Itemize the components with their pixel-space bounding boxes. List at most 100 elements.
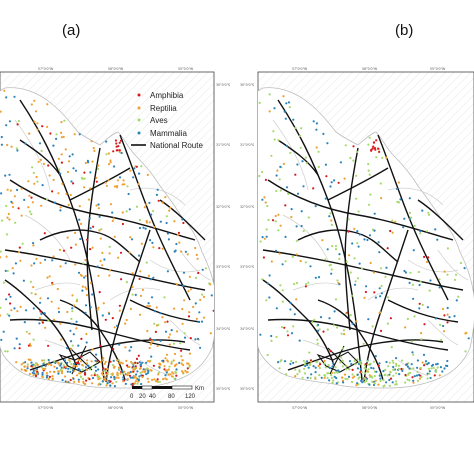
record-point-a	[84, 366, 87, 369]
record-point-a	[88, 368, 91, 371]
record-point-a	[70, 363, 73, 366]
record-point-a	[30, 196, 33, 199]
record-point-a	[5, 96, 8, 99]
record-point-a	[5, 204, 8, 208]
record-point-b	[293, 282, 296, 286]
record-point-a	[110, 376, 113, 379]
minor-road-a-3	[149, 259, 201, 273]
record-point-b	[282, 162, 285, 165]
record-point-a	[27, 180, 30, 183]
record-point-a	[60, 153, 63, 156]
record-point-a	[182, 363, 185, 367]
record-point-a	[108, 252, 111, 255]
record-point-b	[401, 369, 404, 372]
record-point-b	[365, 379, 368, 382]
record-point-b	[396, 187, 399, 190]
record-point-b	[371, 380, 374, 383]
record-point-b	[309, 265, 312, 268]
record-point-a	[158, 366, 161, 369]
record-point-a	[91, 246, 94, 249]
record-point-a	[38, 322, 41, 325]
record-point-a	[124, 346, 127, 349]
record-point-a	[36, 122, 39, 125]
record-point-a	[98, 229, 101, 232]
record-point-b	[276, 169, 279, 172]
record-point-a	[132, 176, 135, 179]
record-point-a	[34, 374, 38, 378]
record-point-b	[379, 377, 382, 380]
record-point-a	[140, 242, 143, 245]
record-point-a	[73, 304, 76, 307]
record-point-b	[446, 306, 449, 310]
record-point-b	[407, 372, 410, 375]
record-point-a	[135, 205, 139, 208]
record-point-a	[138, 172, 141, 175]
record-point-b	[391, 231, 394, 234]
record-point-b	[282, 95, 285, 98]
amphibia-cluster-point-b	[375, 139, 378, 142]
record-point-a	[95, 176, 98, 179]
national-route-a-10	[159, 199, 206, 241]
record-point-b	[278, 252, 281, 255]
record-point-a	[164, 321, 167, 324]
record-point-b	[281, 263, 284, 266]
record-point-b	[453, 315, 456, 318]
record-point-a	[81, 285, 84, 288]
record-point-a	[164, 374, 167, 377]
record-point-a	[90, 140, 93, 143]
record-point-b	[369, 362, 372, 365]
record-point-a	[41, 359, 44, 362]
record-point-b	[426, 372, 429, 375]
record-point-b	[274, 214, 277, 218]
record-point-a	[97, 167, 100, 170]
record-point-b	[302, 359, 305, 362]
record-point-a	[132, 365, 135, 368]
record-point-a	[26, 363, 29, 366]
record-point-a	[167, 336, 170, 339]
record-point-a	[157, 371, 161, 374]
record-point-b	[309, 377, 312, 380]
record-point-a	[0, 314, 2, 317]
minor-road-b-3	[407, 259, 459, 273]
record-point-a	[25, 369, 28, 372]
record-point-a	[135, 373, 138, 376]
record-point-a	[155, 306, 158, 309]
record-point-b	[443, 270, 446, 273]
record-point-a	[147, 380, 150, 383]
left-tick-b-4: 34°0'0"S	[240, 327, 254, 331]
record-point-a	[130, 360, 133, 364]
record-point-b	[404, 271, 407, 274]
record-point-a	[36, 128, 39, 131]
record-point-b	[318, 366, 321, 370]
record-point-a	[180, 250, 183, 253]
national-route-b-11	[262, 279, 335, 366]
record-point-a	[43, 312, 46, 315]
record-point-b	[386, 296, 390, 299]
record-point-a	[126, 378, 129, 381]
record-point-b	[309, 362, 312, 365]
record-point-a	[79, 372, 82, 375]
amphibia-cluster-point-a	[119, 139, 122, 142]
record-point-b	[324, 258, 327, 261]
record-point-a	[45, 371, 48, 375]
record-point-b	[423, 255, 426, 258]
record-point-a	[70, 317, 73, 320]
record-point-b	[364, 372, 367, 375]
record-point-b	[346, 378, 349, 381]
record-point-a	[47, 319, 50, 322]
record-point-a	[55, 133, 58, 136]
record-point-b	[277, 213, 280, 216]
record-point-b	[426, 230, 429, 233]
record-point-a	[51, 283, 54, 286]
record-point-a	[25, 309, 28, 312]
record-point-a	[135, 377, 138, 380]
record-point-a	[59, 265, 62, 268]
record-point-b	[337, 369, 340, 372]
record-point-b	[289, 308, 292, 311]
record-point-b	[353, 283, 357, 286]
record-point-a	[150, 355, 153, 358]
record-point-a	[65, 365, 68, 368]
record-point-a	[141, 370, 144, 373]
record-point-a	[109, 159, 112, 162]
record-point-a	[101, 314, 104, 317]
